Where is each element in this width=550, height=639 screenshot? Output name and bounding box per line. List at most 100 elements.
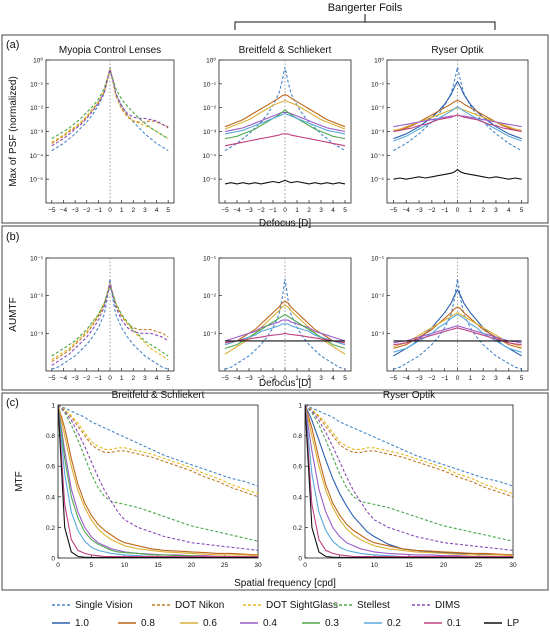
y-tick-label: 10⁰ [33, 57, 43, 65]
legend-item-0-3: 0.3 [302, 618, 339, 629]
x-tick-label: −5 [48, 207, 56, 214]
x-tick-label: −1 [95, 207, 103, 214]
x-tick-label: −2 [83, 207, 91, 214]
x-tick-label: 0 [456, 207, 460, 214]
legend-item-0-8: 0.8 [118, 618, 155, 629]
x-tick-label: −1 [269, 375, 277, 382]
series-line-0-6 [224, 99, 346, 130]
x-tick-label: 2 [131, 375, 135, 382]
y-tick-label: 0.2 [293, 525, 302, 532]
y-tick-label: 10⁻⁴ [30, 153, 44, 160]
y-tick-label: 10⁻³ [203, 129, 217, 136]
x-tick-label: 1 [295, 375, 299, 382]
x-tick-label: 0 [303, 562, 307, 569]
y-tick-label: 10⁻¹ [30, 256, 44, 263]
x-tick-label: 3 [143, 207, 147, 214]
series-line-stellest [305, 405, 513, 542]
x-tick-label: 2 [307, 207, 311, 214]
x-tick-label: −3 [71, 207, 79, 214]
x-tick-label: 2 [307, 375, 311, 382]
legend-item-1-0: 1.0 [52, 618, 89, 629]
x-tick-label: −4 [233, 207, 241, 214]
x-tick-label: −4 [60, 375, 68, 382]
x-tick-label: −1 [269, 207, 277, 214]
x-tick-label: 5 [520, 207, 524, 214]
x-tick-label: 5 [343, 207, 347, 214]
x-tick-label: 2 [481, 375, 485, 382]
series-group [224, 278, 346, 370]
series-line-0-8 [58, 405, 258, 556]
legend-label: LP [507, 618, 520, 629]
x-tick-label: 2 [481, 207, 485, 214]
series-line-0-2 [224, 113, 346, 135]
chart-7: 0 5 10 15 20 25 30 0 0.2 0.4 0.6 0.8 1 Ryser Optik [293, 390, 517, 569]
series-group [51, 278, 169, 370]
y-tick-label: 10⁻³ [203, 331, 217, 338]
series-line-single-vision [51, 278, 169, 370]
x-tick-label: 30 [509, 562, 517, 569]
x-tick-label: 10 [371, 562, 379, 569]
chart-title: Ryser Optik [431, 45, 484, 56]
legend-label: 0.6 [203, 618, 217, 629]
x-tick-label: −5 [390, 375, 398, 382]
y-tick-label: 0.4 [293, 494, 302, 501]
x-tick-label: −1 [441, 207, 449, 214]
panel-label-c: (c) [6, 397, 19, 409]
series-group [393, 66, 522, 180]
legend-item-0-4: 0.4 [240, 618, 277, 629]
plots: −5 −4 −3 −2 −1 0 1 2 3 4 510⁻⁵10⁻⁴10⁻³10⁻²10⁻¹10⁰M… [8, 45, 529, 589]
x-tick-label: 15 [154, 562, 162, 569]
series-line-dot-sightglass [51, 68, 169, 143]
y-tick-label: 10⁻² [30, 105, 44, 112]
y-axis-label: AUMTF [8, 297, 19, 331]
series-line-0-1 [305, 405, 513, 558]
x-tick-label: −4 [403, 375, 411, 382]
x-tick-label: 5 [166, 207, 170, 214]
series-line-dot-sightglass [58, 405, 258, 495]
series-line-single-vision [58, 405, 258, 487]
x-tick-label: −2 [428, 375, 436, 382]
y-tick-label: 10⁰ [206, 57, 216, 65]
series-line-0-6 [305, 405, 513, 557]
series-line-0-4 [224, 111, 346, 133]
x-tick-label: 0 [56, 562, 60, 569]
x-tick-label: −3 [415, 375, 423, 382]
legend-item-0-6: 0.6 [180, 618, 217, 629]
series-line-0-1 [224, 332, 346, 344]
panel-frame-a [1, 34, 549, 224]
y-tick-label: 10⁻² [30, 293, 44, 300]
series-group [58, 405, 258, 558]
x-tick-label: −4 [60, 207, 68, 214]
x-tick-label: 1 [120, 375, 124, 382]
x-tick-label: −5 [221, 375, 229, 382]
x-tick-label: −4 [403, 207, 411, 214]
series-line-0-3 [224, 313, 346, 349]
group-header: Bangerter Foils [328, 2, 403, 14]
x-tick-label: 0 [283, 375, 287, 382]
chart-2: −5 −4 −3 −2 −1 0 1 2 3 4 5 10⁻⁵ 10⁻⁴ 10⁻³ 10⁻² 10⁻¹ 10⁰ R… [371, 45, 529, 214]
x-tick-label: 4 [507, 207, 511, 214]
series-line-0-1 [224, 133, 346, 147]
y-axis-label: MTF [14, 471, 25, 492]
x-tick-label: −2 [257, 207, 265, 214]
x-tick-label: 0 [283, 207, 287, 214]
x-tick-label: −1 [441, 375, 449, 382]
chart-1: −5 −4 −3 −2 −1 0 1 2 3 4 5 10⁻⁵ 10⁻⁴ 10⁻³ 10⁻² 10⁻¹ 10⁰ B… [203, 45, 352, 214]
chart-6: 0 5 10 15 20 25 30 0 0.2 0.4 0.6 0.8 1 Breitfeld & Sc… [14, 390, 262, 569]
series-line-0-2 [224, 323, 346, 346]
series-line-0-4 [393, 325, 522, 344]
x-tick-label: 20 [440, 562, 448, 569]
panel-frame-b [1, 225, 549, 391]
legend-label: Stellest [357, 600, 390, 611]
y-tick-label: 10⁻¹ [30, 81, 44, 88]
series-line-stellest [58, 405, 258, 542]
x-tick-label: 5 [166, 375, 170, 382]
panel-label-a: (a) [6, 39, 19, 51]
chart-0: −5 −4 −3 −2 −1 0 1 2 3 4 5 10⁻⁵ 10⁻⁴ 10⁻³ 10⁻² 10⁻¹ 10⁰ M… [8, 45, 175, 214]
series-line-dims [58, 405, 258, 551]
x-tick-label: −2 [428, 207, 436, 214]
series-line-0-8 [393, 306, 522, 349]
x-tick-label: 0 [108, 207, 112, 214]
series-line-lp [393, 168, 522, 180]
